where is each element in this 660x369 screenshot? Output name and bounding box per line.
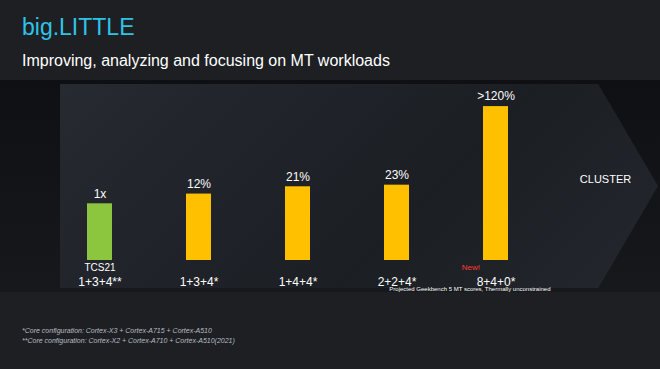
svg-text:8+4+0*: 8+4+0*	[476, 275, 516, 289]
svg-text:1x: 1x	[94, 187, 107, 201]
svg-text:New!: New!	[462, 263, 480, 272]
svg-text:12%: 12%	[187, 177, 211, 191]
svg-text:1+3+4**: 1+3+4**	[78, 275, 122, 289]
html-text:Improving, analyzing and focus: Improving, analyzing and focusing on MT …	[22, 52, 390, 69]
svg-text:2+2+4*: 2+2+4*	[377, 275, 417, 289]
html-text:**Core configuration: Cortex-X: **Core configuration: Cortex-X2 + Cortex…	[22, 337, 235, 344]
svg-text:>120%: >120%	[477, 89, 515, 103]
svg-text:CLUSTER: CLUSTER	[580, 173, 631, 185]
svg-text:21%: 21%	[286, 170, 310, 184]
svg-text:TCS21: TCS21	[84, 262, 116, 273]
svg-text:1+4+4*: 1+4+4*	[279, 275, 318, 289]
html-text:*Core configuration: Cortex-X3: *Core configuration: Cortex-X3 + Cortex-…	[22, 327, 212, 334]
html-text:big.LITTLE: big.LITTLE	[22, 14, 135, 40]
svg-text:Projected Geekbench 5 MT score: Projected Geekbench 5 MT scores, Thermal…	[389, 286, 550, 292]
svg-text:1+3+4*: 1+3+4*	[180, 275, 219, 289]
svg-text:23%: 23%	[385, 168, 409, 182]
